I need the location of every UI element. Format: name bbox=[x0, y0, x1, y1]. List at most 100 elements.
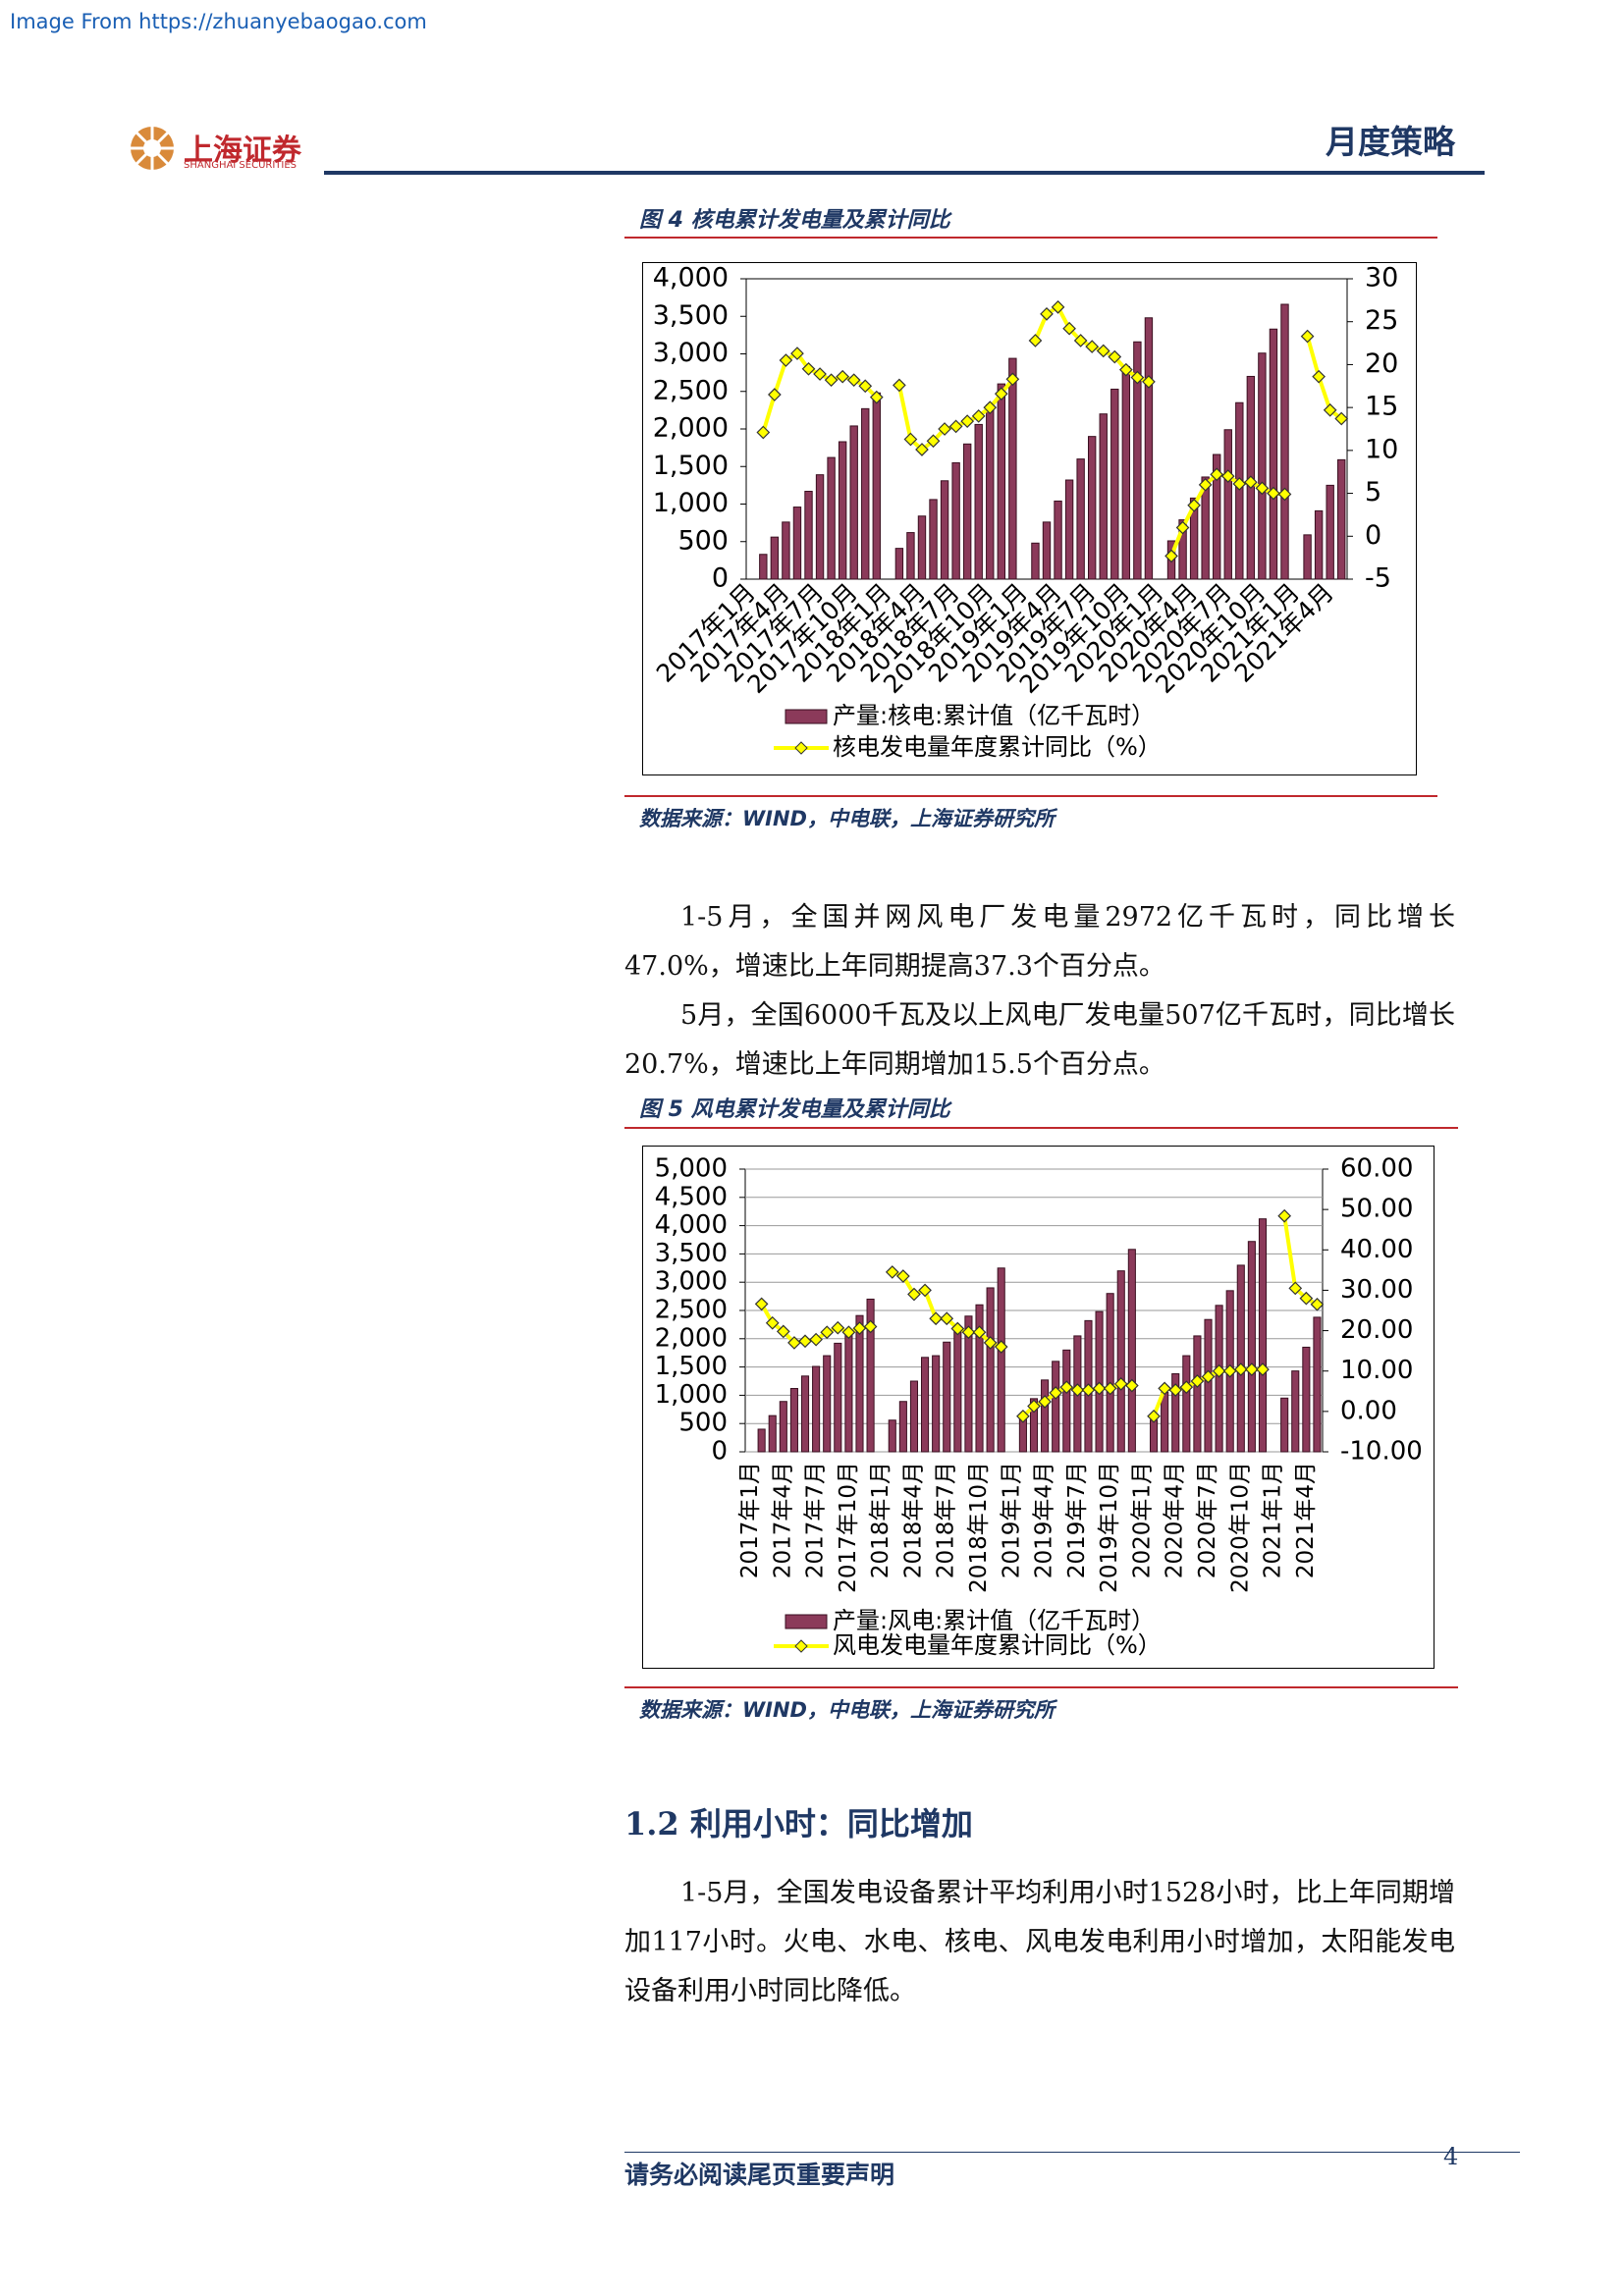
line-marker bbox=[1277, 487, 1292, 502]
x-tick-label: 2017年10月 bbox=[836, 1462, 861, 1593]
bar bbox=[792, 507, 802, 580]
line-marker bbox=[950, 1321, 965, 1336]
legend-marker bbox=[794, 741, 808, 755]
line-marker bbox=[994, 1340, 1008, 1354]
bar bbox=[1133, 341, 1142, 580]
bar bbox=[986, 1287, 995, 1453]
line-marker bbox=[1005, 372, 1020, 387]
bar bbox=[855, 1314, 864, 1453]
line-marker bbox=[1255, 481, 1270, 496]
y-tick-label: 1,000 bbox=[653, 488, 729, 518]
x-tick-label: 2018年7月 bbox=[934, 1462, 959, 1578]
line-marker bbox=[1062, 321, 1076, 336]
legend-marker bbox=[794, 1639, 808, 1653]
bar bbox=[779, 1401, 787, 1453]
bar bbox=[909, 1380, 919, 1453]
line-marker bbox=[918, 1283, 932, 1298]
y2-tick-label: 20 bbox=[1365, 348, 1398, 379]
y-tick-label: 3,500 bbox=[653, 300, 729, 331]
bar bbox=[844, 1332, 853, 1453]
x-tick-label: 2018年10月 bbox=[966, 1462, 992, 1593]
bar bbox=[757, 1428, 766, 1453]
line-marker bbox=[1108, 349, 1122, 364]
x-tick-label: 2019年1月 bbox=[999, 1462, 1024, 1578]
y-tick-label: 3,500 bbox=[655, 1239, 728, 1268]
bar bbox=[975, 1304, 984, 1453]
bar bbox=[951, 461, 960, 580]
x-tick-label: 2019年10月 bbox=[1097, 1462, 1122, 1593]
y-tick-label: 4,000 bbox=[653, 263, 729, 294]
line-marker bbox=[972, 1325, 987, 1340]
bar bbox=[997, 383, 1006, 580]
bar bbox=[1235, 401, 1244, 580]
y2-tick-label: 30 bbox=[1365, 263, 1398, 294]
bar bbox=[1116, 1270, 1125, 1453]
line-marker bbox=[1028, 334, 1043, 347]
y-tick-label: 4,500 bbox=[655, 1182, 728, 1211]
y2-tick-label: 30.00 bbox=[1340, 1275, 1413, 1305]
bar bbox=[815, 474, 825, 580]
x-tick-label: 2021年1月 bbox=[1261, 1462, 1286, 1578]
line-marker bbox=[756, 425, 771, 440]
line-marker bbox=[809, 1332, 823, 1347]
y-tick-label: 0 bbox=[711, 1437, 728, 1467]
x-tick-label: 2018年1月 bbox=[868, 1462, 893, 1578]
line-marker bbox=[1158, 1381, 1171, 1396]
line-marker bbox=[1220, 469, 1235, 483]
x-tick-label: 2021年4月 bbox=[1293, 1462, 1319, 1578]
line-marker bbox=[1081, 1383, 1096, 1397]
line-marker bbox=[1118, 362, 1133, 377]
line-marker bbox=[1027, 1399, 1041, 1414]
bar bbox=[894, 548, 904, 580]
bar bbox=[997, 1267, 1005, 1453]
line-marker bbox=[754, 1297, 769, 1311]
line-marker bbox=[1175, 520, 1190, 535]
bar bbox=[823, 1355, 832, 1453]
bar bbox=[1087, 436, 1097, 580]
line-marker bbox=[885, 1265, 899, 1279]
y-tick-label: 1,500 bbox=[653, 451, 729, 481]
line-marker bbox=[841, 1325, 856, 1340]
bar bbox=[940, 480, 949, 580]
bar bbox=[1127, 1249, 1136, 1453]
line-marker bbox=[858, 379, 873, 394]
bar bbox=[1076, 458, 1085, 580]
bar bbox=[929, 499, 938, 580]
line-marker bbox=[1049, 1386, 1063, 1400]
bar bbox=[906, 532, 915, 580]
line-marker bbox=[1212, 1363, 1226, 1378]
line-marker bbox=[1310, 1297, 1325, 1311]
y2-tick-label: 0 bbox=[1365, 520, 1381, 551]
line-marker bbox=[1016, 1409, 1030, 1423]
chart: 0 500 1,000 1,500 2,000 2,500 3,000 3,500 4,000 -… bbox=[642, 262, 1417, 775]
line-marker bbox=[1096, 344, 1110, 358]
bar bbox=[1213, 454, 1221, 580]
bar bbox=[932, 1355, 941, 1453]
line-marker bbox=[831, 1320, 845, 1335]
line-marker bbox=[1232, 477, 1247, 491]
legend-label: 风电发电量年度累计同比（%） bbox=[833, 1631, 1162, 1659]
line-marker bbox=[1147, 1409, 1161, 1423]
x-tick-label: 2020年10月 bbox=[1227, 1462, 1253, 1593]
line-marker bbox=[801, 361, 816, 376]
line-marker bbox=[940, 1311, 954, 1326]
line-marker bbox=[1187, 498, 1201, 512]
line-marker bbox=[1092, 1381, 1107, 1396]
line-marker bbox=[903, 432, 918, 447]
line-marker bbox=[960, 414, 975, 428]
y-tick-label: 2,500 bbox=[655, 1296, 728, 1325]
line-marker bbox=[1070, 1383, 1085, 1397]
bar bbox=[1303, 534, 1312, 580]
figure-source: 数据来源：WIND，中电联，上海证券研究所 bbox=[639, 807, 1055, 830]
line-marker bbox=[787, 1336, 801, 1350]
line-marker bbox=[1323, 402, 1337, 417]
bar bbox=[759, 554, 768, 580]
bar bbox=[770, 536, 780, 580]
y2-tick-label: 40.00 bbox=[1340, 1235, 1413, 1264]
line-marker bbox=[1299, 1291, 1314, 1306]
bar bbox=[1171, 1373, 1180, 1453]
line-marker bbox=[948, 419, 963, 434]
bar bbox=[1161, 1392, 1169, 1453]
line-marker bbox=[1198, 477, 1213, 492]
y-tick-label: 5,000 bbox=[655, 1154, 728, 1184]
